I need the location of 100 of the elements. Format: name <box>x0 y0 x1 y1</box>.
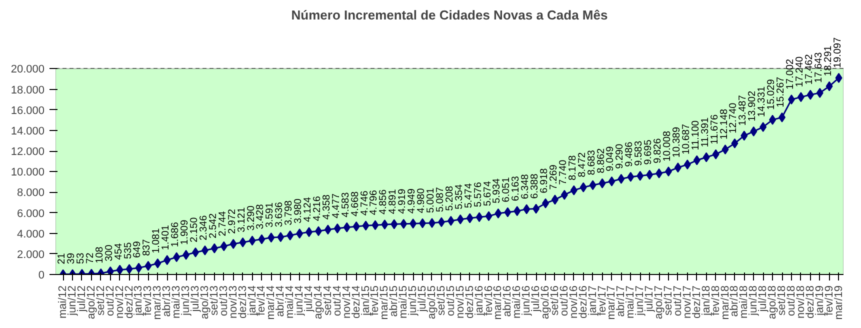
data-label: 17.002 <box>784 58 796 90</box>
y-tick-label: 16.000 <box>10 104 45 117</box>
data-label: 4.980 <box>416 188 428 214</box>
x-tick-label: fev/18 <box>710 285 722 316</box>
data-label: 3.121 <box>236 206 248 232</box>
data-label: 11.100 <box>690 120 702 150</box>
x-tick-label: jan/14 <box>246 285 258 316</box>
data-label: 4.949 <box>406 188 418 214</box>
x-tick-label: out/16 <box>558 285 570 316</box>
data-label: 5.354 <box>454 184 465 210</box>
data-label: 2.150 <box>189 216 200 242</box>
data-label: 11.676 <box>709 114 720 144</box>
x-tick-label: dez/18 <box>804 285 816 319</box>
x-tick-label: nov/18 <box>794 285 807 319</box>
x-tick-label: out/14 <box>331 285 344 316</box>
data-label: 3.980 <box>293 198 304 224</box>
data-label: 108 <box>94 246 106 264</box>
x-tick-label: dez/16 <box>577 285 590 319</box>
data-label: 4.477 <box>330 192 342 218</box>
data-label: 8.178 <box>567 154 578 180</box>
x-tick-label: jan/17 <box>586 285 599 316</box>
data-label: 4.746 <box>359 190 370 216</box>
data-label: 17.462 <box>804 54 815 85</box>
data-label: 6.348 <box>520 174 532 200</box>
x-tick-label: fev/19 <box>823 285 836 316</box>
data-label: 17.643 <box>813 52 824 83</box>
x-tick-label: jan/19 <box>814 285 826 316</box>
x-tick-label: jun/18 <box>748 285 760 316</box>
data-label: 10.008 <box>662 130 673 162</box>
data-label: 5.208 <box>444 185 456 211</box>
data-label: 1.686 <box>170 222 182 248</box>
x-tick-label: jul/16 <box>530 286 542 313</box>
data-label: 7.740 <box>558 159 569 185</box>
data-label: 4.796 <box>368 190 380 216</box>
data-label: 5.001 <box>426 188 436 214</box>
data-label: 9.486 <box>624 141 636 167</box>
data-label: 3.798 <box>284 200 295 226</box>
data-label: 8.862 <box>596 148 607 174</box>
data-label: 3.428 <box>255 204 266 230</box>
x-tick-label: ago/18 <box>766 285 779 320</box>
data-label: 53 <box>75 252 86 264</box>
data-label: 6.388 <box>530 173 541 199</box>
x-tick-label: jun/16 <box>520 285 533 316</box>
x-tick-label: nov/12 <box>114 285 126 319</box>
x-tick-label: set/14 <box>322 285 334 316</box>
data-label: 649 <box>132 240 144 258</box>
data-label: 2.972 <box>226 208 238 234</box>
x-tick-label: jan/18 <box>700 285 712 316</box>
x-tick-label: set/13 <box>208 285 220 316</box>
data-label: 14.331 <box>756 86 768 118</box>
data-label: 39 <box>66 252 78 264</box>
data-label: 1.081 <box>151 228 162 254</box>
y-tick-label: 6.000 <box>16 208 45 220</box>
x-tick-label: jul/18 <box>757 286 770 313</box>
data-label: 300 <box>104 244 115 262</box>
y-tick-label: 10.000 <box>10 166 45 179</box>
data-label: 8.683 <box>586 150 598 176</box>
x-tick-label: jun/14 <box>294 285 306 316</box>
data-label: 13.902 <box>747 90 758 122</box>
data-label: 72 <box>84 252 96 264</box>
x-tick-label: out/13 <box>218 285 230 316</box>
x-tick-label: jun/15 <box>407 285 420 316</box>
x-tick-label: dez/15 <box>464 285 476 319</box>
x-tick-label: out/12 <box>104 285 116 316</box>
data-label: 3.636 <box>274 202 286 228</box>
data-label: 7.269 <box>548 164 560 190</box>
data-label: 4.856 <box>378 189 390 215</box>
x-tick-label: nov/14 <box>340 285 353 319</box>
data-label: 4.891 <box>388 188 399 214</box>
data-label: 4.124 <box>302 196 314 222</box>
data-label: 19.097 <box>832 36 844 68</box>
x-tick-label: out/17 <box>672 285 684 316</box>
y-tick-label: 12.000 <box>10 146 45 158</box>
x-tick-label: jun/13 <box>180 285 192 316</box>
data-label: 3.591 <box>264 202 276 228</box>
x-tick-label: out/18 <box>785 285 798 316</box>
data-label: 15.029 <box>766 78 778 110</box>
data-label: 10.389 <box>671 126 682 158</box>
data-label: 1.909 <box>180 219 191 245</box>
y-tick-label: 18.000 <box>10 84 45 96</box>
x-tick-label: nov/16 <box>568 285 580 319</box>
data-label: 4.919 <box>397 188 408 214</box>
data-label: 21 <box>56 252 68 264</box>
data-label: 8.472 <box>576 152 588 178</box>
y-tick-label: 20.000 <box>10 64 45 76</box>
x-tick-label: mar/19 <box>832 285 845 320</box>
y-tick-label: 14.000 <box>10 125 45 138</box>
data-label: 4.216 <box>312 196 323 222</box>
x-tick-label: dez/13 <box>236 285 249 319</box>
data-label: 17.240 <box>794 56 806 88</box>
data-label: 4.583 <box>340 192 352 218</box>
x-tick-label: jul/15 <box>416 286 429 313</box>
x-tick-label: set/15 <box>435 285 448 316</box>
data-label: 6.051 <box>501 176 512 202</box>
y-tick-label: 8.000 <box>16 187 45 200</box>
data-label: 454 <box>113 242 124 260</box>
x-tick-label: jul/17 <box>644 286 656 313</box>
x-tick-label: ago/12 <box>85 285 98 320</box>
data-label: 12.740 <box>728 102 740 134</box>
x-tick-label: dez/17 <box>690 285 703 319</box>
